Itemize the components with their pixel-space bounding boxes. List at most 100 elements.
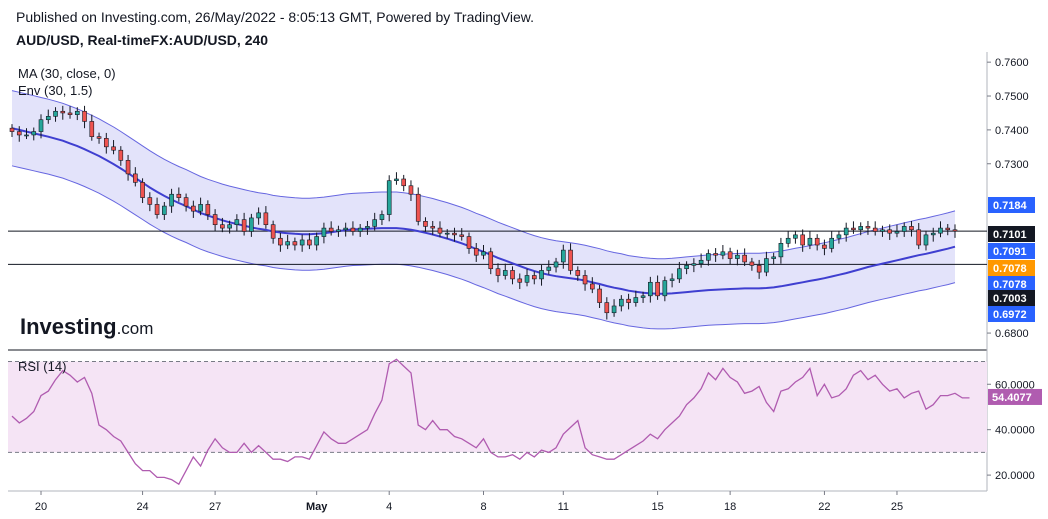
rsi-band	[8, 361, 987, 453]
time-tick-label: 15	[651, 501, 663, 513]
candle	[575, 266, 581, 281]
candle	[176, 187, 182, 202]
candle-body	[183, 197, 189, 207]
candle	[727, 247, 733, 264]
candle-body	[677, 268, 682, 280]
candle	[531, 271, 537, 285]
candle-body	[560, 249, 566, 263]
candle-body	[749, 261, 755, 266]
candle-body	[82, 110, 87, 122]
candle	[640, 291, 646, 303]
candle-body	[140, 182, 145, 198]
candle	[394, 172, 399, 185]
candle	[793, 230, 798, 244]
candle	[560, 244, 566, 269]
candle-body	[16, 131, 22, 136]
candle-body	[154, 204, 160, 215]
candle-body	[125, 160, 131, 175]
candle-body	[452, 232, 457, 236]
candle-body	[843, 227, 849, 236]
candle	[89, 114, 95, 141]
candle-body	[357, 227, 363, 232]
candle	[713, 248, 718, 262]
candle	[691, 258, 697, 273]
candle-body	[901, 226, 907, 232]
candle	[582, 270, 588, 291]
candle-body	[111, 146, 116, 151]
envelope-upper-line	[11, 90, 956, 260]
price-badge: 0.7101	[988, 226, 1035, 242]
candle-body	[256, 212, 261, 219]
candle	[619, 295, 624, 312]
candle-body	[394, 178, 399, 181]
candle-body	[191, 205, 196, 212]
candle	[756, 259, 762, 279]
candle-body	[568, 249, 573, 271]
candle-body	[539, 270, 544, 280]
time-tick-label: 27	[209, 501, 221, 513]
candle-body	[459, 234, 465, 237]
candle-body	[67, 112, 73, 115]
candle	[60, 105, 66, 120]
time-tick-label: 4	[386, 501, 392, 513]
candle-body	[198, 204, 203, 212]
candle-body	[444, 232, 450, 235]
candle	[169, 188, 174, 213]
candle	[314, 232, 319, 251]
candle	[270, 220, 276, 244]
time-tick-label: 25	[891, 501, 903, 513]
price-badge-label: 0.7003	[993, 293, 1027, 305]
candle	[481, 245, 486, 260]
candle-body	[481, 251, 486, 256]
envelope-lower-line	[11, 165, 956, 330]
candle	[357, 224, 363, 237]
candle-body	[38, 119, 44, 132]
candle	[45, 109, 51, 124]
symbol-title: AUD/USD, Real-timeFX:AUD/USD, 240	[16, 32, 269, 48]
candle	[350, 221, 356, 236]
time-tick-label: 24	[136, 501, 148, 513]
candle-body	[938, 227, 943, 234]
candle-body	[45, 116, 51, 121]
candle	[698, 253, 704, 268]
candle-body	[31, 131, 37, 136]
price-badge-label: 0.7091	[993, 246, 1027, 258]
candle-body	[270, 224, 276, 239]
candle	[96, 132, 102, 144]
published-note: Published on Investing.com, 26/May/2022 …	[16, 9, 535, 25]
candle	[133, 167, 138, 187]
candle-body	[220, 224, 225, 229]
candle	[887, 224, 893, 240]
price-badge: 0.7091	[988, 243, 1035, 259]
candle-body	[524, 275, 530, 283]
candle-body	[321, 227, 327, 237]
candle	[147, 192, 153, 212]
candle	[423, 217, 428, 232]
candle	[510, 266, 515, 285]
candle-body	[495, 268, 501, 276]
candle	[880, 225, 885, 237]
candle-body	[408, 185, 414, 195]
candle-body	[169, 193, 174, 207]
candle-body	[510, 270, 515, 280]
candle	[198, 197, 203, 216]
candle-body	[488, 251, 494, 270]
price-badge-bg	[988, 197, 1035, 213]
candle-body	[133, 173, 138, 183]
candle	[336, 225, 341, 237]
indicator-label: MA (30, close, 0)	[18, 66, 116, 81]
price-tick-label: 0.7400	[995, 125, 1029, 137]
candle	[814, 234, 820, 251]
candle	[379, 210, 385, 226]
candle-body	[176, 193, 182, 198]
candle	[662, 276, 668, 302]
candle	[778, 237, 784, 264]
rsi-value-badge: 54.4077	[988, 388, 1042, 405]
candle	[205, 200, 211, 220]
candle-body	[771, 256, 776, 259]
candle-body	[60, 110, 66, 114]
candle-body	[814, 237, 820, 246]
candle-body	[822, 244, 827, 249]
candle-body	[299, 239, 305, 246]
